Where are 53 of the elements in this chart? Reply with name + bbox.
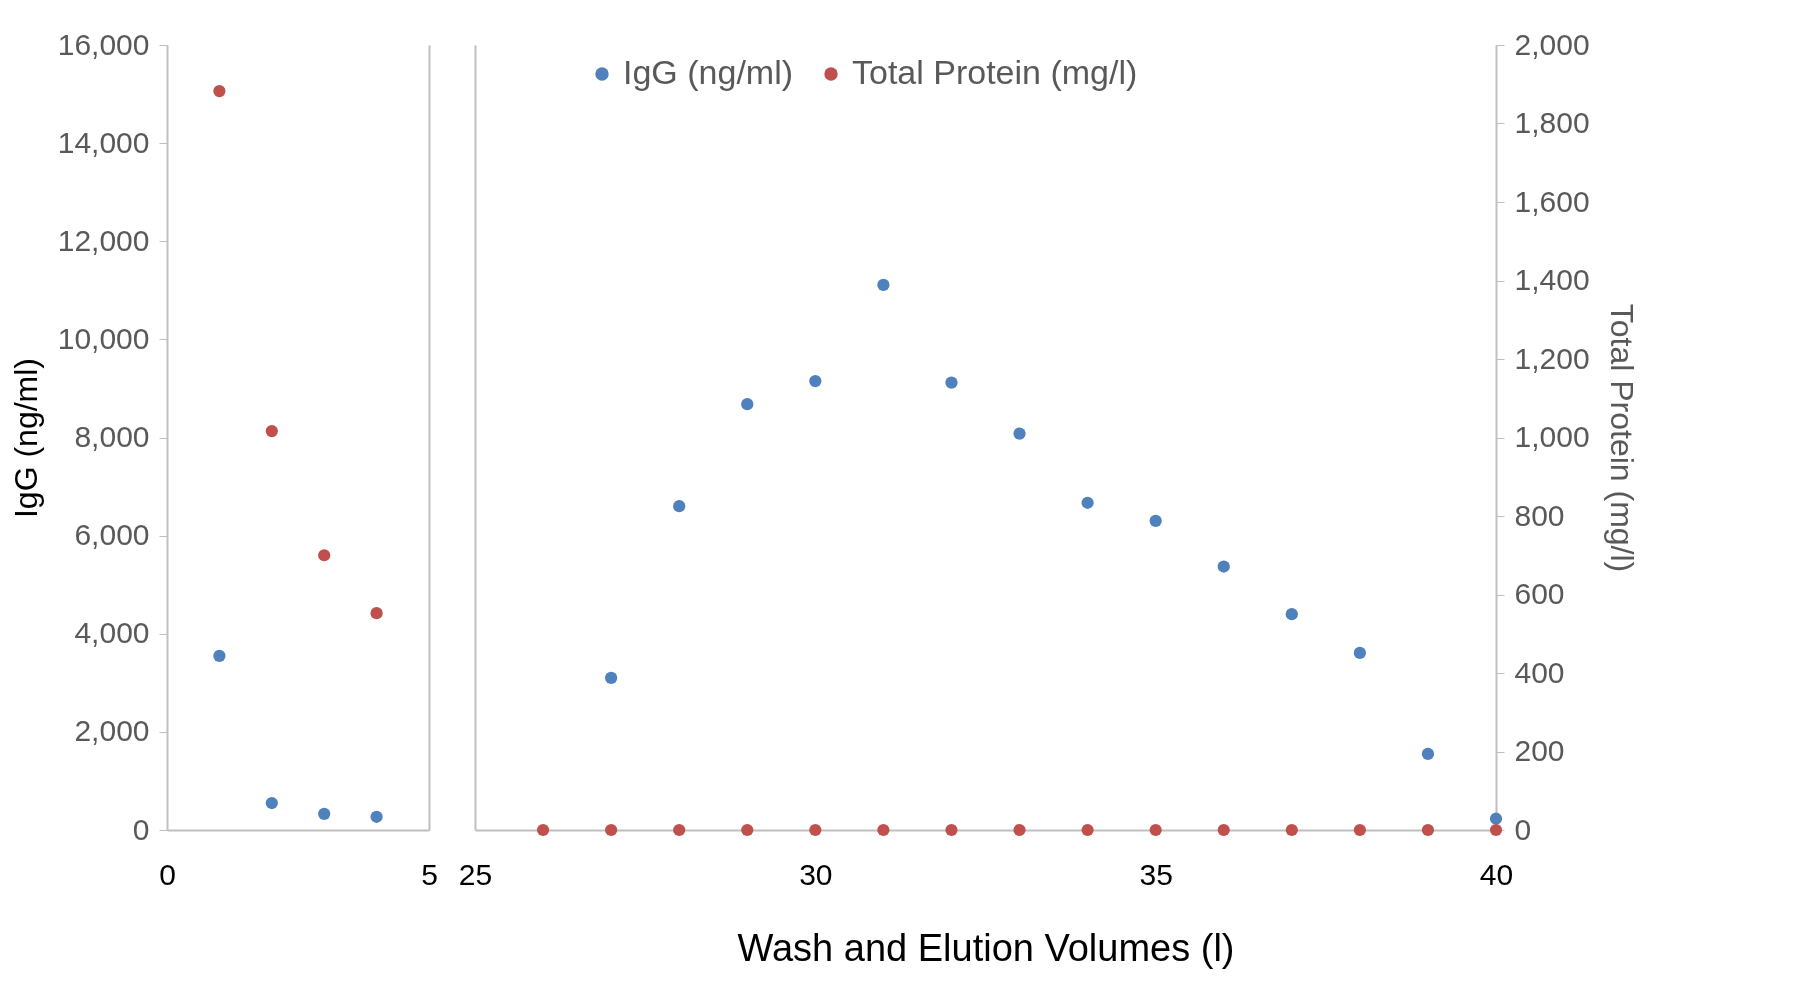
point (741, 398, 754, 411)
x-tick-label: 30 (799, 857, 833, 891)
y2-tick-label: 1,000 (1514, 420, 1590, 453)
point (370, 607, 383, 620)
point (265, 425, 278, 438)
y-tick-label: 16,000 (57, 27, 150, 61)
point (673, 500, 686, 513)
point (370, 810, 383, 823)
point (605, 671, 618, 685)
point (1285, 608, 1298, 621)
point (1217, 560, 1230, 573)
x-tick-label: 25 (458, 857, 493, 891)
point (213, 85, 226, 98)
y-tick-label: 4,000 (74, 616, 150, 650)
y-tick-label: 0 (132, 812, 150, 846)
x-tick-label: 0 (159, 857, 176, 891)
y2-tick-label: 1,600 (1514, 184, 1590, 218)
y2-tick-label: 400 (1514, 655, 1565, 689)
x-tick-label: 40 (1479, 857, 1514, 891)
point (1353, 646, 1366, 659)
point (1149, 514, 1162, 528)
point (1421, 747, 1435, 761)
point (945, 376, 958, 389)
x-tick-label: 35 (1139, 857, 1173, 891)
point (318, 549, 331, 562)
y2-tick-label: 1,800 (1514, 106, 1590, 139)
legend-label: Total Protein (mg/l) (852, 53, 1138, 91)
y-tick-label: 6,000 (74, 518, 150, 552)
point (1013, 427, 1026, 440)
point (265, 796, 278, 810)
point (213, 649, 226, 662)
point (318, 807, 331, 820)
y2-tick-label: 600 (1514, 577, 1565, 610)
point (877, 278, 890, 292)
y2-tick-label: 1,200 (1514, 341, 1590, 375)
y-tick-label: 2,000 (74, 714, 150, 748)
y-tick-label: 14,000 (57, 125, 150, 159)
y2-axis-title: Total Protein (mg/l) (1603, 303, 1640, 573)
y-tick-label: 12,000 (57, 223, 150, 257)
point (1489, 812, 1503, 825)
y-tick-label: 8,000 (74, 420, 150, 453)
y2-tick-label: 200 (1514, 734, 1565, 767)
y2-tick-label: 800 (1514, 498, 1565, 532)
y-axis-title: IgG (ng/ml) (7, 357, 44, 519)
x-axis-title: Wash and Elution Volumes (l) (737, 926, 1235, 969)
point (809, 374, 822, 388)
y2-tick-label: 2,000 (1514, 27, 1590, 61)
y2-tick-label: 0 (1514, 812, 1532, 846)
y-tick-label: 10,000 (57, 321, 150, 355)
x-tick-label: 5 (421, 857, 438, 891)
point (1081, 496, 1094, 509)
legend-label: IgG (ng/ml) (623, 53, 794, 91)
y2-tick-label: 1,400 (1514, 263, 1590, 296)
